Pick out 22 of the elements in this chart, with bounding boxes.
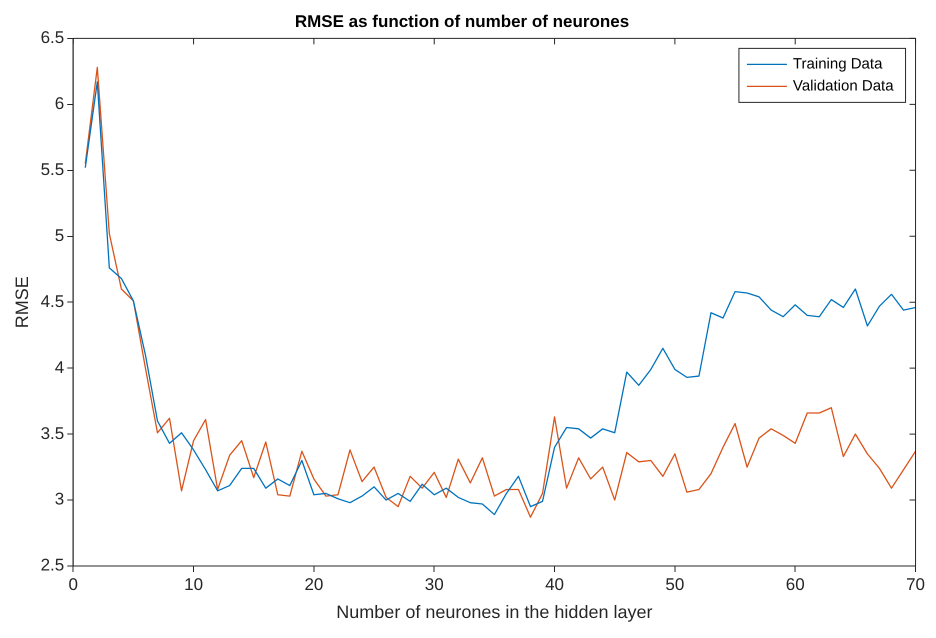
x-tick-label: 60: [786, 574, 805, 594]
legend-label: Validation Data: [792, 78, 894, 95]
y-tick-label: 2.5: [40, 556, 64, 575]
y-tick-label: 6.5: [40, 28, 64, 48]
y-tick-label: 5.5: [40, 160, 64, 179]
y-tick-label: 4: [54, 358, 64, 377]
x-axis-title: Number of neurones in the hidden layer: [336, 602, 652, 622]
x-tick-label: 30: [424, 574, 444, 594]
y-tick-label: 6: [54, 94, 64, 114]
x-tick-label: 0: [68, 574, 78, 594]
y-tick-label: 3: [54, 490, 64, 509]
y-tick-label: 4.5: [40, 292, 64, 311]
legend-label: Training Data: [792, 56, 884, 73]
x-tick-label: 50: [665, 574, 684, 594]
y-axis-title: RMSE: [12, 276, 32, 328]
y-tick-label: 3.5: [40, 424, 64, 443]
x-tick-label: 70: [906, 574, 926, 594]
x-tick-label: 40: [545, 574, 564, 594]
x-tick-label: 20: [304, 574, 324, 594]
chart-title: RMSE as function of number of neurones: [294, 12, 630, 31]
x-tick-label: 10: [184, 574, 204, 594]
y-tick-label: 5: [54, 226, 64, 245]
